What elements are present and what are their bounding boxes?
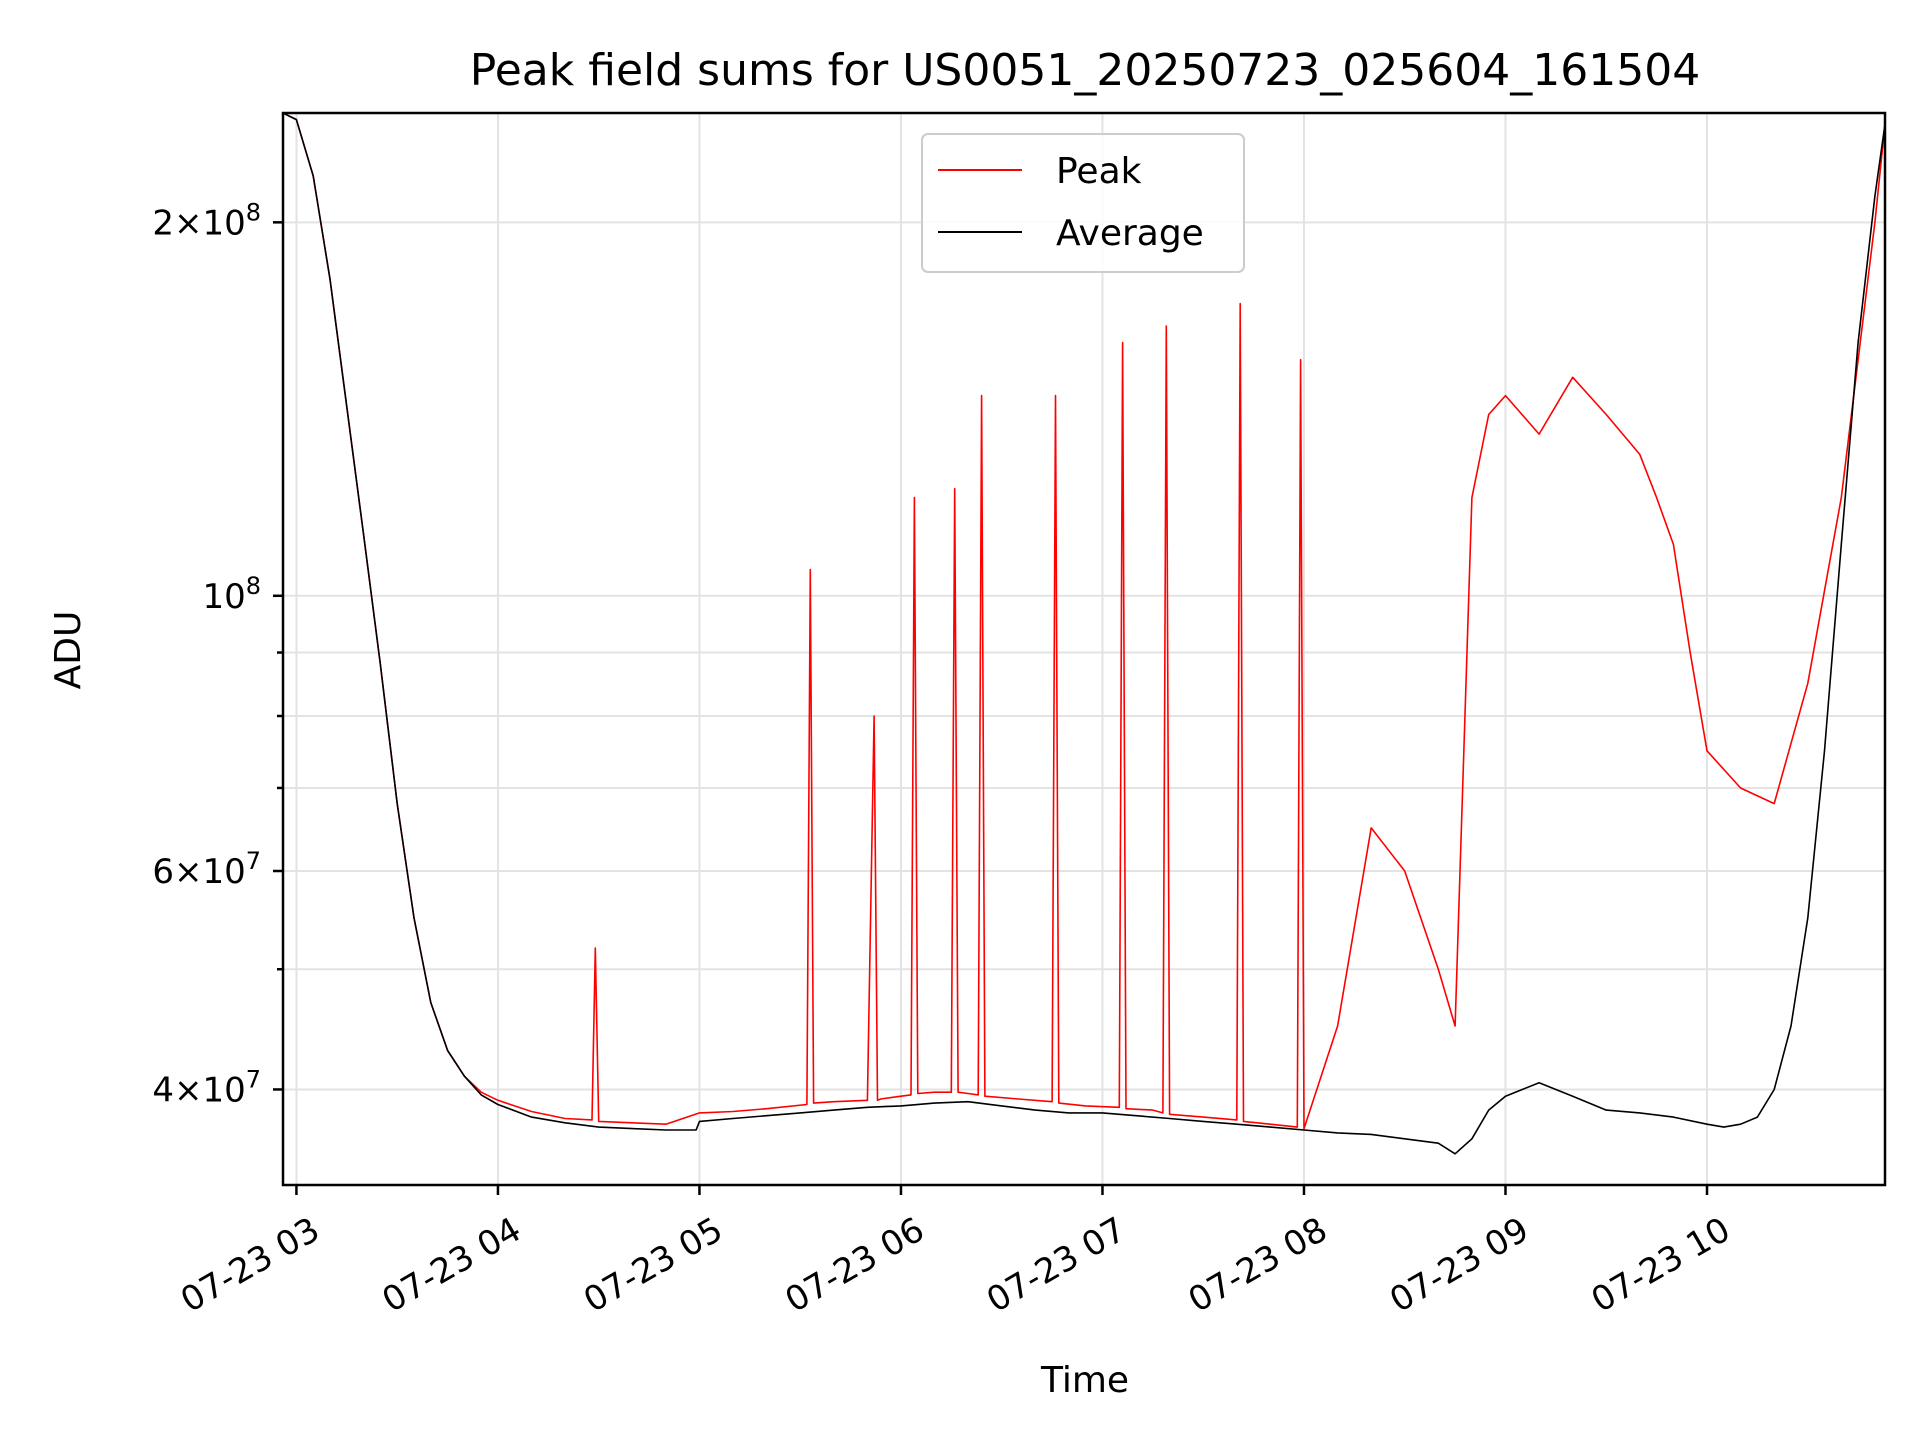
series-line-average [282, 112, 1886, 1155]
y-axis: 4×107 6×107 108 2×108 [152, 198, 283, 1110]
series-layer [282, 112, 1886, 1155]
y-axis-label: ADU [48, 611, 89, 690]
y-tick-label: 6×107 [152, 847, 261, 892]
grid [283, 113, 1885, 1185]
legend-box [921, 133, 1245, 273]
legend-label: Average [1056, 213, 1204, 254]
y-tick-label: 2×108 [152, 198, 261, 243]
chart-title: Peak field sums for US0051_20250723_0256… [470, 45, 1700, 96]
x-axis-label: Time [1040, 1360, 1129, 1401]
series-line-peak [282, 112, 1886, 1130]
plot-frame [281, 111, 1887, 1187]
legend: Peak Average [921, 133, 1245, 273]
legend-label: Peak [1056, 151, 1142, 192]
y-tick-label: 108 [202, 572, 261, 617]
y-tick-label: 4×107 [152, 1065, 261, 1110]
